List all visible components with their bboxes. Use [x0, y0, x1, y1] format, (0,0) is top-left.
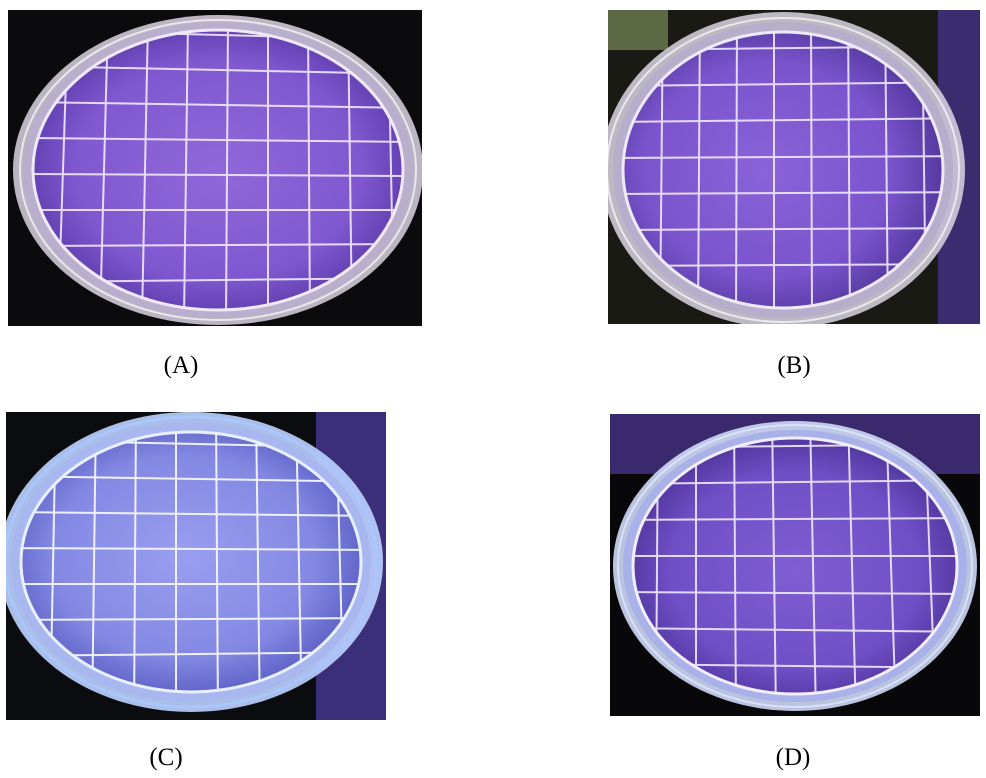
panel-label-a: (A) [163, 352, 199, 379]
petri-dish-photo-c [6, 412, 386, 720]
panel-label-d: (D) [775, 744, 811, 771]
panel-label-b: (B) [777, 352, 811, 379]
panel-label-c: (C) [149, 744, 183, 771]
petri-dish-photo-d [610, 414, 980, 716]
petri-dish-image-b [608, 10, 980, 324]
petri-dish-image-a [8, 10, 422, 326]
petri-dish-image-c [6, 412, 386, 720]
petri-dish-photo-a [8, 10, 422, 326]
petri-dish-photo-b [608, 10, 980, 324]
petri-dish-image-d [610, 414, 980, 716]
